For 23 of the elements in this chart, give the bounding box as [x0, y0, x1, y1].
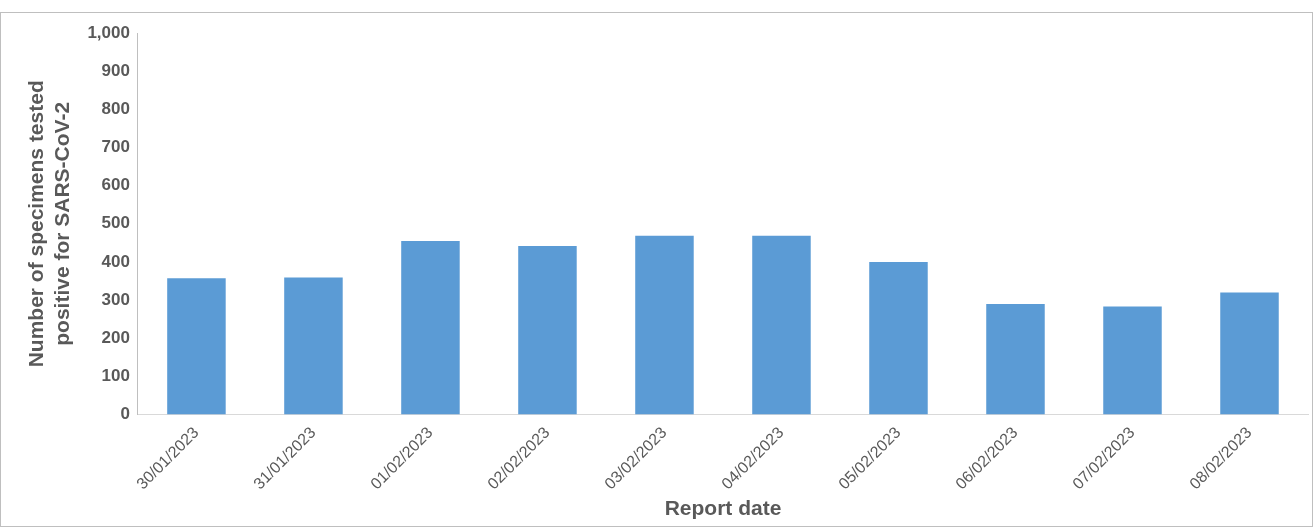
y-tick-label: 200 [101, 327, 130, 347]
bar [635, 235, 694, 415]
y-tick-label: 0 [120, 404, 130, 424]
bar [752, 235, 811, 415]
bar [1220, 292, 1279, 415]
x-axis-title: Report date [664, 496, 782, 520]
y-tick-label: 800 [101, 99, 130, 119]
y-axis-title: Number of specimens tested positive for SARS-CoV-2 [24, 80, 73, 368]
bar [167, 278, 226, 415]
y-tick-label: 700 [101, 137, 130, 157]
bar [284, 277, 343, 415]
y-tick-label: 1,000 [87, 22, 130, 42]
bar [401, 240, 460, 415]
y-tick-label: 400 [101, 251, 130, 271]
bar [518, 245, 577, 415]
bar [1103, 306, 1162, 415]
y-tick-label: 500 [101, 213, 130, 233]
bar [869, 261, 928, 415]
y-tick-label: 100 [101, 366, 130, 386]
y-tick-label: 900 [101, 60, 130, 80]
y-tick-label: 600 [101, 175, 130, 195]
bar [986, 303, 1045, 415]
y-tick-label: 300 [101, 289, 130, 309]
